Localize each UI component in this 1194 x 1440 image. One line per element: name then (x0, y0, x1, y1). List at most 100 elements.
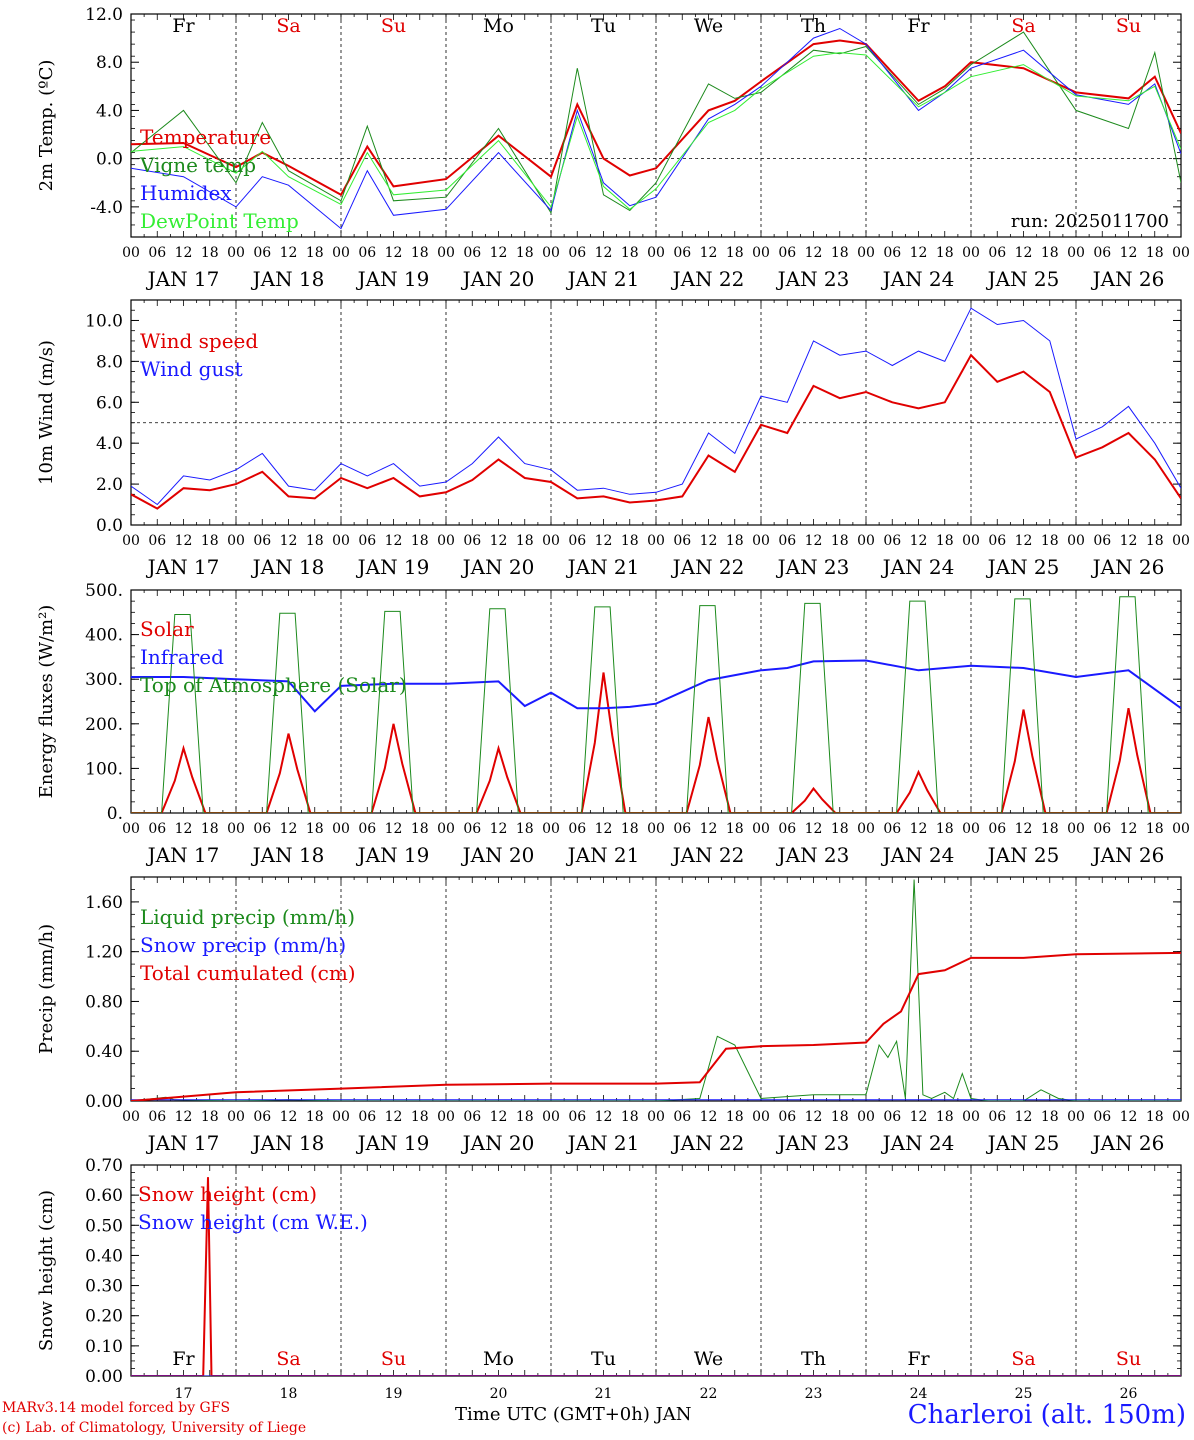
wind-date-label: JAN 18 (251, 555, 325, 579)
precip-hour-label: 06 (463, 1109, 481, 1125)
wind-hour-label: 06 (358, 533, 376, 549)
wind-hour-label: 12 (1015, 533, 1033, 549)
precip-hour-label: 12 (280, 1109, 298, 1125)
temp-date-label: JAN 22 (671, 267, 745, 291)
snow-day-number: 26 (1120, 1386, 1138, 1402)
snow-y-tick-label: 0.60 (85, 1186, 123, 1206)
temp-date-label: JAN 26 (1091, 267, 1165, 291)
precip-hour-label: 12 (1015, 1109, 1033, 1125)
snow-y-tick-label: 0.20 (85, 1307, 123, 1327)
energy-legend-entry: Top of Atmosphere (Solar) (140, 673, 407, 697)
energy-hour-label: 12 (910, 821, 928, 837)
wind-date-label: JAN 19 (356, 555, 430, 579)
energy-date-label: JAN 26 (1091, 843, 1165, 867)
energy-series-solar (131, 672, 1181, 813)
wind-y-tick-label: 2.0 (96, 475, 123, 495)
temp-hour-label: 06 (883, 245, 901, 261)
energy-hour-label: 18 (621, 821, 639, 837)
temp-legend-entry: DewPoint Temp (140, 209, 299, 233)
snow-weekday-label: Su (381, 1348, 406, 1370)
snow-weekday-label: Su (1116, 1348, 1141, 1370)
wind-hour-label: 12 (280, 533, 298, 549)
wind-hour-label: 12 (385, 533, 403, 549)
temp-hour-label: 18 (306, 245, 324, 261)
temp-run-label: run: 2025011700 (1011, 211, 1169, 232)
snow-y-tick-label: 0.30 (85, 1277, 123, 1297)
precip-y-tick-label: 0.40 (85, 1042, 123, 1062)
precip-hour-label: 12 (595, 1109, 613, 1125)
precip-hour-label: 06 (358, 1109, 376, 1125)
temp-hour-label: 06 (148, 245, 166, 261)
wind-date-label: JAN 20 (461, 555, 535, 579)
snow-y-tick-label: 0.70 (85, 1156, 123, 1176)
temp-panel (130, 13, 1182, 238)
temp-y-tick-label: 0.0 (96, 150, 123, 170)
precip-hour-label: 00 (857, 1109, 875, 1125)
energy-hour-label: 00 (1172, 821, 1190, 837)
precip-hour-label: 06 (988, 1109, 1006, 1125)
wind-date-label: JAN 21 (566, 555, 640, 579)
temp-hour-label: 00 (1067, 245, 1085, 261)
temp-weekday-label: Sa (1011, 15, 1035, 37)
precip-hour-label: 00 (752, 1109, 770, 1125)
temp-legend-entry: Vigne temp (139, 153, 256, 177)
temp-date-label: JAN 20 (461, 267, 535, 291)
energy-hour-label: 00 (752, 821, 770, 837)
precip-hour-label: 18 (726, 1109, 744, 1125)
energy-hour-label: 00 (647, 821, 665, 837)
temp-weekday-label: Tu (591, 15, 616, 37)
precip-hour-label: 18 (306, 1109, 324, 1125)
precip-panel (130, 876, 1182, 1102)
energy-hour-label: 18 (516, 821, 534, 837)
temp-hour-label: 18 (1146, 245, 1164, 261)
wind-date-label: JAN 23 (776, 555, 850, 579)
temp-series-vigne-temp (131, 31, 1181, 215)
temp-y-tick-label: -4.0 (90, 198, 123, 218)
wind-hour-label: 06 (988, 533, 1006, 549)
wind-y-tick-label: 0.0 (96, 516, 123, 536)
wind-hour-label: 18 (726, 533, 744, 549)
snow-y-tick-label: 0.00 (85, 1367, 123, 1387)
precip-hour-label: 12 (910, 1109, 928, 1125)
temp-hour-label: 12 (175, 245, 193, 261)
energy-y-tick-label: 200. (85, 715, 123, 735)
temp-hour-label: 12 (595, 245, 613, 261)
wind-legend-entry: Wind gust (140, 357, 243, 381)
energy-y-tick-label: 400. (85, 626, 123, 646)
wind-hour-label: 12 (175, 533, 193, 549)
temp-hour-label: 06 (568, 245, 586, 261)
precip-date-label: JAN 19 (356, 1131, 430, 1155)
temp-hour-label: 06 (463, 245, 481, 261)
energy-hour-label: 18 (306, 821, 324, 837)
wind-frame (130, 299, 1182, 526)
precip-date-label: JAN 18 (251, 1131, 325, 1155)
wind-hour-label: 00 (542, 533, 560, 549)
wind-y-tick-label: 8.0 (96, 352, 123, 372)
wind-hour-label: 00 (437, 533, 455, 549)
precip-date-label: JAN 26 (1091, 1131, 1165, 1155)
precip-hour-label: 18 (831, 1109, 849, 1125)
energy-hour-label: 18 (411, 821, 429, 837)
temp-legend-entry: Humidex (140, 181, 232, 205)
precip-y-tick-label: 1.60 (85, 893, 123, 913)
temp-weekday-label: Su (1116, 15, 1141, 37)
precip-hour-label: 06 (148, 1109, 166, 1125)
wind-hour-label: 00 (332, 533, 350, 549)
precip-hour-label: 00 (437, 1109, 455, 1125)
energy-hour-label: 12 (1120, 821, 1138, 837)
energy-date-label: JAN 21 (566, 843, 640, 867)
temp-hour-label: 00 (332, 245, 350, 261)
temp-hour-label: 00 (1172, 245, 1190, 261)
temp-weekday-label: Fr (172, 15, 195, 37)
temp-hour-label: 00 (227, 245, 245, 261)
temp-weekday-label: We (694, 15, 723, 37)
snow-y-tick-label: 0.40 (85, 1246, 123, 1266)
temp-hour-label: 12 (805, 245, 823, 261)
temp-date-label: JAN 24 (881, 267, 955, 291)
wind-hour-label: 00 (122, 533, 140, 549)
energy-panel (130, 589, 1182, 814)
wind-panel (130, 299, 1182, 526)
temp-weekday-label: Sa (276, 15, 300, 37)
wind-series-wind-speed (131, 353, 1181, 510)
wind-hour-label: 18 (516, 533, 534, 549)
